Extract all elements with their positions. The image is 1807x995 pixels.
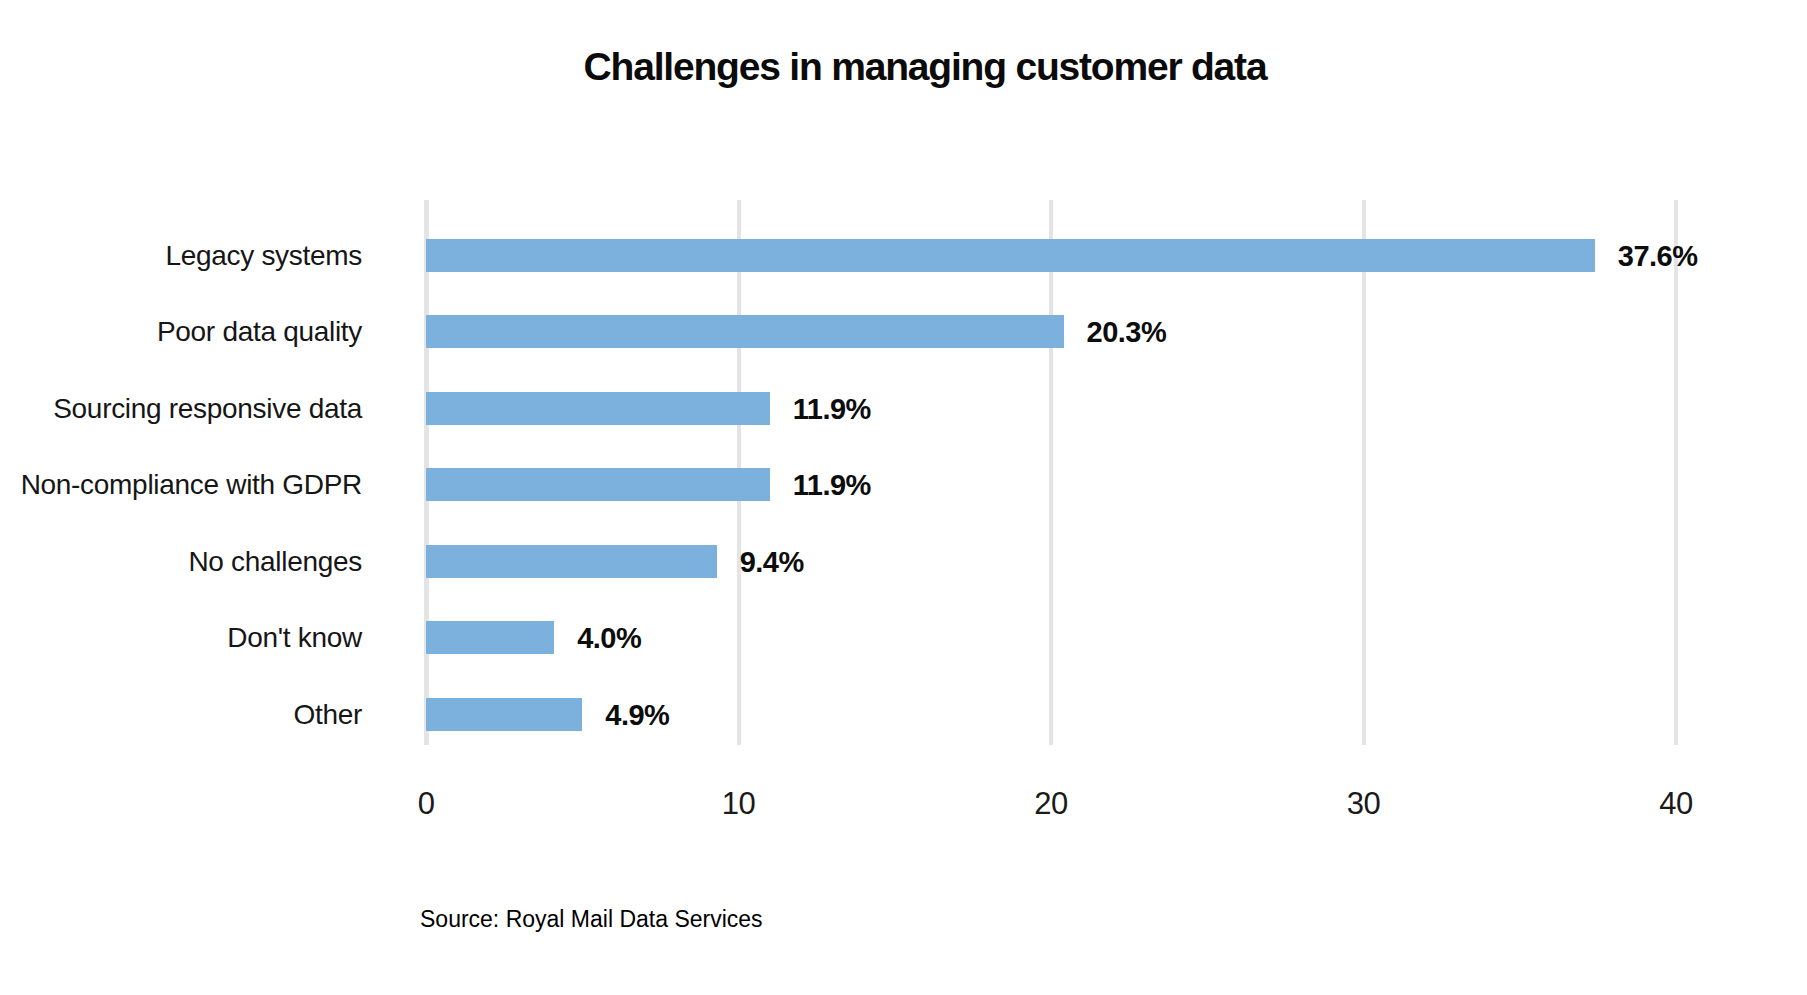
category-label: Sourcing responsive data xyxy=(0,392,362,425)
value-label: 11.9% xyxy=(793,468,871,501)
bar-chart: 0 10 20 30 40 Legacy systems 37.6% Poor data qu… xyxy=(0,0,1807,995)
bar-row: Legacy systems 37.6% xyxy=(0,239,1807,272)
bar xyxy=(426,545,717,578)
bar xyxy=(426,239,1595,272)
x-tick-label: 0 xyxy=(376,786,476,822)
bar xyxy=(426,468,770,501)
category-label: No challenges xyxy=(0,545,362,578)
value-label: 11.9% xyxy=(793,392,871,425)
bar xyxy=(426,392,770,425)
category-label: Don't know xyxy=(0,621,362,654)
x-tick-label: 30 xyxy=(1314,786,1414,822)
bar-row: Don't know 4.0% xyxy=(0,621,1807,654)
category-label: Poor data quality xyxy=(0,315,362,348)
bar-row: No challenges 9.4% xyxy=(0,545,1807,578)
value-label: 9.4% xyxy=(740,545,804,578)
category-label: Legacy systems xyxy=(0,239,362,272)
bar xyxy=(426,315,1064,348)
x-tick-label: 20 xyxy=(1001,786,1101,822)
value-label: 37.6% xyxy=(1618,239,1698,272)
value-label: 4.9% xyxy=(605,698,669,731)
bar-row: Poor data quality 20.3% xyxy=(0,315,1807,348)
x-tick-label: 10 xyxy=(689,786,789,822)
bar-row: Non-compliance with GDPR 11.9% xyxy=(0,468,1807,501)
x-tick-label: 40 xyxy=(1626,786,1726,822)
value-label: 4.0% xyxy=(577,621,641,654)
bar xyxy=(426,698,582,731)
bar xyxy=(426,621,554,654)
category-label: Non-compliance with GDPR xyxy=(0,468,362,501)
value-label: 20.3% xyxy=(1087,315,1167,348)
page: Challenges in managing customer data 010… xyxy=(0,0,1807,995)
bar-row: Other 4.9% xyxy=(0,698,1807,731)
source-note: Source: Royal Mail Data Services xyxy=(420,906,763,933)
bar-row: Sourcing responsive data 11.9% xyxy=(0,392,1807,425)
category-label: Other xyxy=(0,698,362,731)
